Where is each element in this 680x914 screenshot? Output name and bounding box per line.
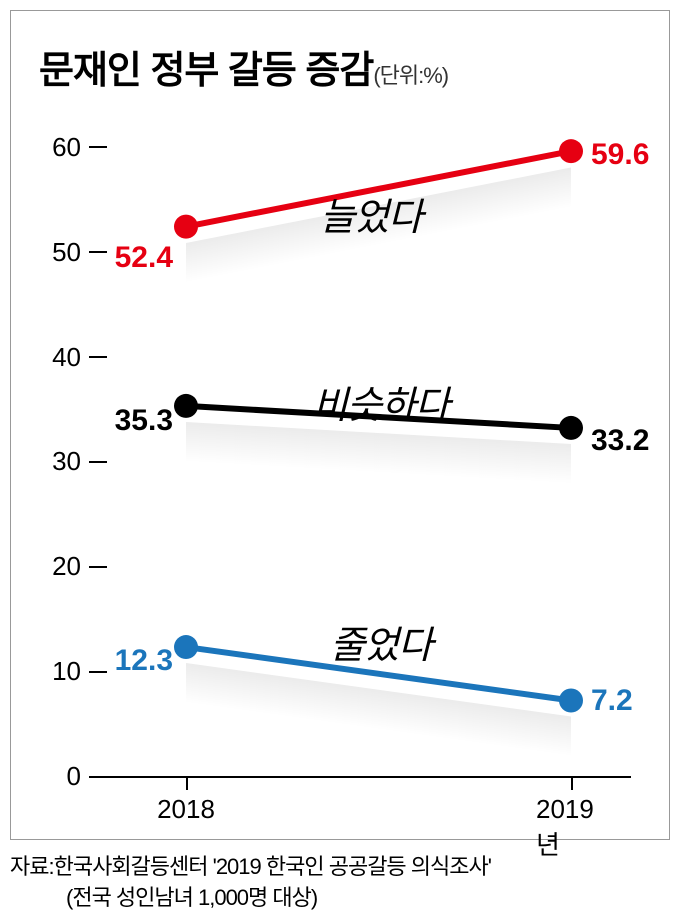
data-marker [559,416,583,440]
title-text: 문재인 정부 갈등 증감 [39,50,373,92]
chart-title: 문재인 정부 갈등 증감(단위:%) [39,39,448,94]
plot-area: 0102030405060 늘었다비슷하다줄었다 52.459.635.333.… [41,126,641,776]
source-line-1: 자료:한국사회갈등센터 '2019 한국인 공공갈등 의식조사' [10,852,491,883]
data-marker [174,394,198,418]
x-tick-mark [186,776,188,790]
data-marker [174,215,198,239]
x-tick-mark [571,776,573,790]
x-tick-label: 2019년 [536,794,606,862]
chart-container: 문재인 정부 갈등 증감(단위:%) 0102030405060 늘었다비슷하다… [10,10,670,840]
value-label: 12.3 [93,644,173,678]
data-marker [559,689,583,713]
source-citation: 자료:한국사회갈등센터 '2019 한국인 공공갈등 의식조사' (전국 성인남… [10,852,491,914]
value-label: 35.3 [93,404,173,438]
series-label: 줄었다 [330,614,432,669]
data-marker [559,139,583,163]
value-label: 7.2 [591,684,633,718]
title-unit: (단위:%) [373,63,448,88]
source-line-2: (전국 성인남녀 1,000명 대상) [10,883,491,914]
series-label: 늘었다 [320,186,422,241]
data-marker [174,635,198,659]
series-label: 비슷하다 [313,374,449,429]
value-label: 33.2 [591,424,649,458]
value-label: 52.4 [93,241,173,275]
x-tick-label: 2018 [157,794,215,825]
value-label: 59.6 [591,138,649,172]
